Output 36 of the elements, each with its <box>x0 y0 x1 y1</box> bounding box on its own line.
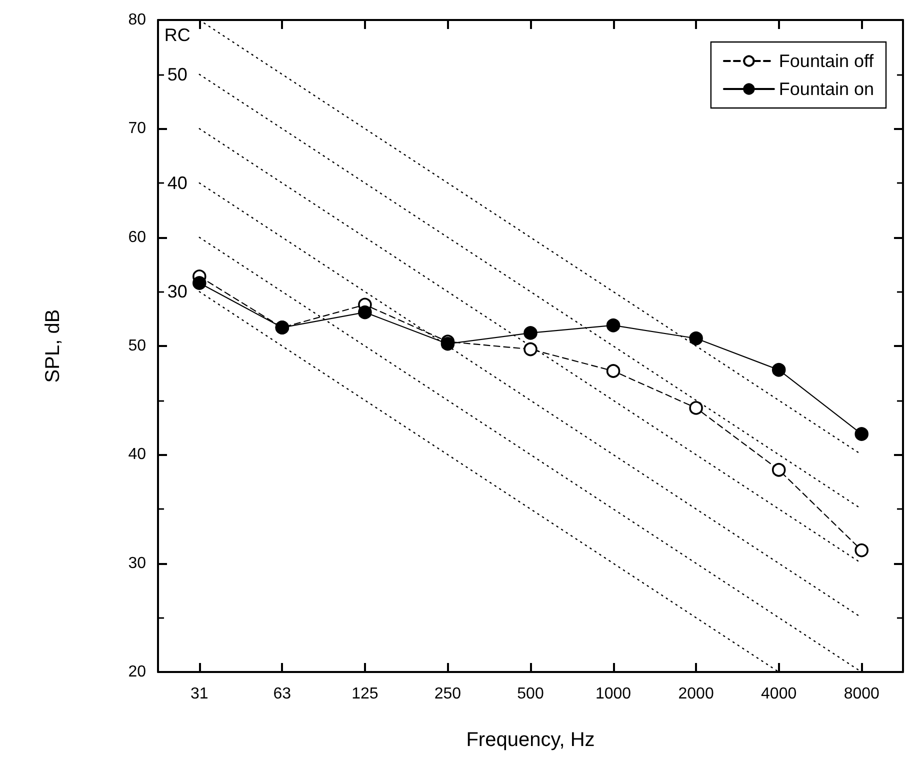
x-tick-label: 4000 <box>761 686 797 702</box>
x-tick-label: 1000 <box>595 686 632 702</box>
y-tick-label: 30 <box>128 554 146 572</box>
x-tick-label: 500 <box>517 686 544 702</box>
x-axis-title: Frequency, Hz <box>466 729 595 751</box>
point <box>772 462 786 477</box>
point <box>854 543 869 558</box>
annotation: 30 <box>167 282 188 302</box>
annotation: RC <box>164 25 190 45</box>
x-tick-label: 8000 <box>844 686 880 702</box>
y-tick-label: 60 <box>128 228 146 246</box>
point <box>192 276 206 290</box>
point <box>524 326 538 340</box>
point <box>689 331 703 346</box>
point <box>606 318 620 332</box>
legend-label: Fountain off <box>778 51 875 71</box>
x-tick-label: 250 <box>434 686 462 702</box>
y-tick-label: 50 <box>128 338 146 354</box>
legend-label: Fountain on <box>778 79 874 99</box>
x-tick-label: 31 <box>190 686 208 702</box>
point <box>689 401 703 415</box>
x-tick-label: 63 <box>273 686 292 702</box>
x-tick-label: 125 <box>352 686 378 702</box>
y-tick-label: 70 <box>128 120 146 138</box>
point <box>358 305 372 320</box>
point <box>772 363 786 377</box>
annotation: 50 <box>167 64 188 84</box>
point <box>606 364 620 378</box>
annotation: 40 <box>167 173 188 193</box>
y-tick-label: 80 <box>128 12 146 28</box>
point <box>854 427 869 441</box>
y-axis-title: SPL, dB <box>42 309 64 383</box>
y-tick-label: 40 <box>128 446 146 464</box>
point <box>524 342 538 356</box>
y-tick-label: 20 <box>128 664 146 680</box>
x-tick-label: 2000 <box>678 686 714 702</box>
